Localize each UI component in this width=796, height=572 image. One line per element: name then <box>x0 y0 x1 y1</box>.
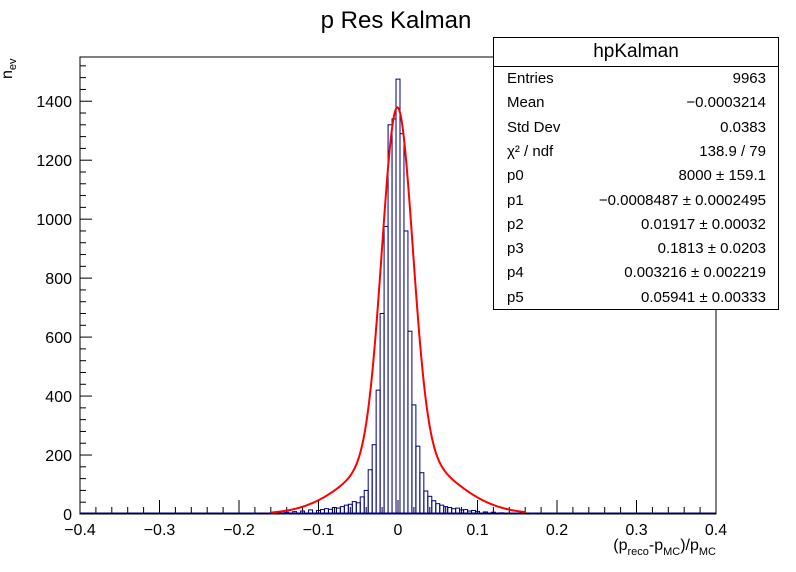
histogram-bin <box>419 472 425 515</box>
histogram-bin <box>411 404 417 515</box>
stats-key: Mean <box>507 94 545 112</box>
svg-text:nev: nev <box>0 58 19 79</box>
chart-title: p Res Kalman <box>321 7 472 34</box>
x-axis-title-part2: -p <box>649 537 663 554</box>
x-axis-title-part3: )/p <box>680 537 699 554</box>
stats-value: 0.01917 ± 0.00032 <box>640 215 766 233</box>
y-tick-label: 200 <box>45 448 72 465</box>
histogram-bin <box>355 502 361 515</box>
histogram-bin <box>399 133 405 515</box>
histogram-bin <box>403 230 409 515</box>
histogram-bin <box>435 503 441 515</box>
histogram-bin <box>407 330 413 515</box>
stats-key: p4 <box>507 264 524 282</box>
plot-area: 0 200 400 600 800 1000 1200 1400 −0.4 −0.3 −0.2 −0.… <box>36 56 727 539</box>
histogram <box>252 78 536 515</box>
y-tick-label: 1000 <box>36 212 72 229</box>
stats-key: p1 <box>507 191 524 209</box>
x-tick-label: 0 <box>394 522 403 539</box>
histogram-bin <box>383 226 389 515</box>
fit-curve <box>270 106 526 514</box>
stats-row: p1 −0.0008487 ± 0.0002495 <box>494 189 778 213</box>
histogram-bin <box>379 313 385 515</box>
stats-row: χ² / ndf 138.9 / 79 <box>494 140 778 164</box>
y-tick-label: 1200 <box>36 153 72 170</box>
stats-key: Std Dev <box>507 118 561 136</box>
histogram-bin <box>351 501 357 515</box>
stats-value: 138.9 / 79 <box>699 142 766 160</box>
stats-row: p5 0.05941 ± 0.00333 <box>494 286 778 310</box>
stats-key: Entries <box>507 70 554 87</box>
stats-row: p3 0.1813 ± 0.0203 <box>494 237 778 261</box>
stats-row: Entries 9963 <box>494 67 778 91</box>
svg-text:(preco-pMC)/pMC: (preco-pMC)/pMC <box>613 537 716 558</box>
x-tick-label: −0.4 <box>64 522 96 539</box>
stats-value: 9963 <box>732 70 766 87</box>
stats-value: −0.0003214 <box>686 94 766 112</box>
stats-row: p4 0.003216 ± 0.002219 <box>494 261 778 285</box>
stats-value: 0.05941 ± 0.00333 <box>640 288 766 306</box>
x-tick-label: −0.1 <box>303 522 335 539</box>
stats-value: 0.003216 ± 0.002219 <box>624 264 766 282</box>
x-tick-label: −0.3 <box>144 522 176 539</box>
histogram-bin <box>391 118 397 515</box>
histogram-bin <box>431 500 437 515</box>
y-tick-label: 800 <box>45 271 72 288</box>
stats-value: 0.0383 <box>720 118 766 136</box>
stats-key: χ² / ndf <box>507 142 554 160</box>
stats-key: p0 <box>507 167 524 185</box>
y-axis-title: nev <box>0 58 19 79</box>
y-tick-label: 400 <box>45 389 72 406</box>
stats-row: Mean −0.0003214 <box>494 91 778 115</box>
x-axis-title: (preco-pMC)/pMC <box>613 537 716 558</box>
y-axis-title-main: n <box>0 70 16 79</box>
x-tick-label: 0.4 <box>705 522 727 539</box>
stats-row: p0 8000 ± 159.1 <box>494 164 778 188</box>
x-tick-label: 0.2 <box>546 522 568 539</box>
histogram-bin <box>359 496 365 515</box>
histogram-bin <box>415 445 421 515</box>
stats-row: Std Dev 0.0383 <box>494 116 778 140</box>
x-axis-title-sub1: reco <box>627 546 648 558</box>
histogram-bin <box>371 444 377 515</box>
stats-value: −0.0008487 ± 0.0002495 <box>598 191 766 209</box>
x-tick-label: 0.3 <box>625 522 647 539</box>
stats-value: 0.1813 ± 0.0203 <box>657 240 766 258</box>
x-tick-label: 0.1 <box>466 522 488 539</box>
histogram-bin <box>387 124 393 515</box>
y-axis-title-sub: ev <box>7 58 19 70</box>
stats-key: p2 <box>507 215 524 233</box>
stats-title: hpKalman <box>494 38 778 67</box>
histogram-bin <box>423 490 429 515</box>
stats-key: p3 <box>507 240 524 258</box>
histogram-bin <box>308 509 314 515</box>
y-tick-label: 600 <box>45 330 72 347</box>
x-tick-label: −0.2 <box>223 522 255 539</box>
histogram-bin <box>395 78 401 515</box>
stats-row: p2 0.01917 ± 0.00032 <box>494 213 778 237</box>
y-tick-label: 1400 <box>36 94 72 111</box>
histogram-bin <box>375 389 381 515</box>
y-tick-label: 0 <box>63 507 72 524</box>
x-axis-title-sub3: MC <box>699 546 716 558</box>
stats-box: hpKalman Entries 9963 Mean −0.0003214 Std De… <box>493 37 779 310</box>
histogram-bin <box>367 469 373 515</box>
stats-key: p5 <box>507 288 524 306</box>
stats-value: 8000 ± 159.1 <box>678 167 766 185</box>
x-axis-title-part1: (p <box>613 537 627 554</box>
x-axis-title-sub2: MC <box>663 546 680 558</box>
